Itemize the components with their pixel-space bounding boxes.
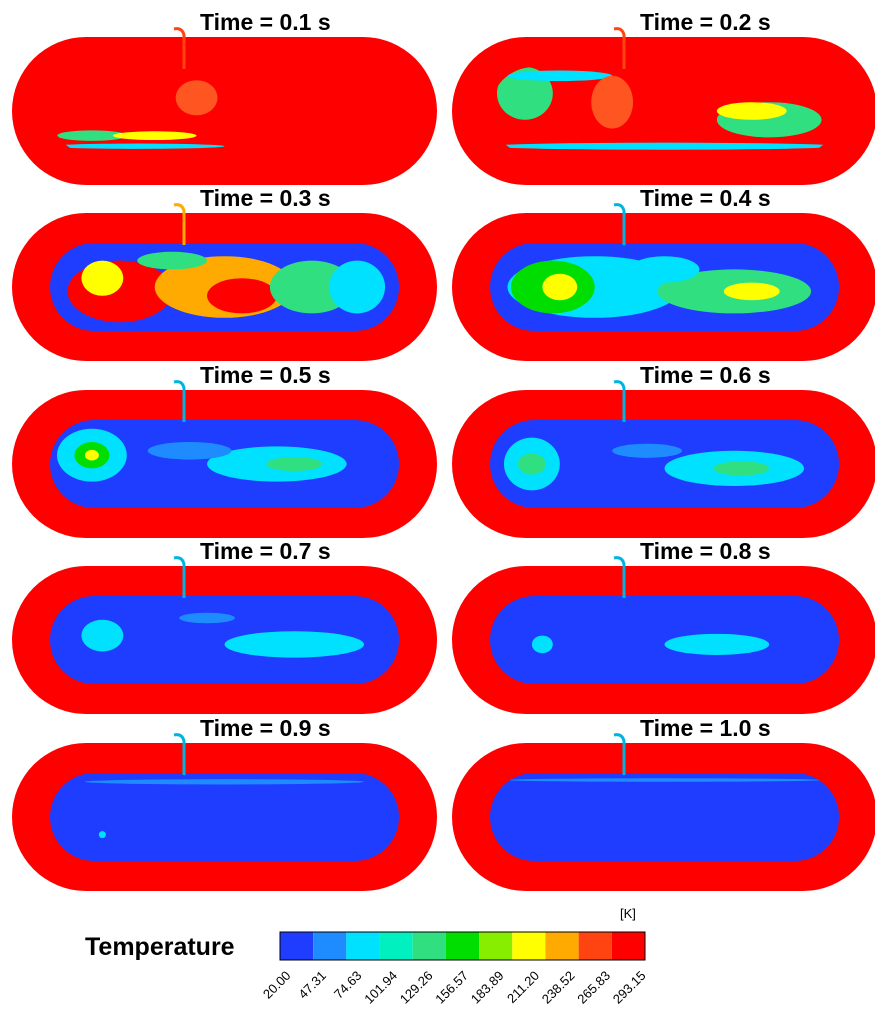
inner-field [490,420,839,508]
contour-blob [665,634,770,655]
panel: Time = 0.8 s [452,538,875,714]
colorbar-box [545,932,578,960]
panel-title: Time = 0.6 s [640,362,771,388]
panel-title: Time = 0.2 s [640,9,771,35]
colorbar-tick: 265.83 [574,968,613,1007]
panel-title: Time = 0.3 s [200,185,331,211]
contour-blob [137,252,207,270]
contour-blob [518,453,546,474]
contour-blob [507,778,821,782]
panel-title: Time = 0.5 s [200,362,331,388]
colorbar-tick: 47.31 [295,968,329,1002]
colorbar-box [446,932,479,960]
colorbar-box [479,932,512,960]
colorbar-tick: 238.52 [539,968,578,1007]
inner-field [490,773,839,861]
inner-field [50,420,399,508]
inner-field [490,67,839,155]
colorbar-box [346,932,379,960]
colorbar-tick: 20.00 [260,968,294,1002]
contour-blob [612,444,682,458]
panel: Time = 0.2 s [452,9,875,185]
panel: Time = 0.3 s [12,185,437,361]
panel-title: Time = 0.9 s [200,715,331,741]
inner-field [50,243,399,331]
colorbar-tick: 293.15 [610,968,649,1007]
contour-blob [630,256,700,282]
panel-title: Time = 0.7 s [200,538,331,564]
contour-blob [81,261,123,296]
contour-blob [81,620,123,652]
colorbar-tick: 101.94 [361,968,400,1007]
colorbar-box [512,932,545,960]
contour-blob [507,71,612,82]
inner-field [490,243,839,331]
colorbar-label: Temperature [85,933,235,961]
colorbar-box [579,932,612,960]
contour-blob [99,831,106,838]
colorbar-box [612,932,645,960]
contour-blob [50,144,225,149]
colorbar-tick: 129.26 [397,968,436,1007]
contour-blob [532,636,553,654]
panel: Time = 0.1 s [12,9,437,185]
inner-field [50,773,399,861]
contour-blob [224,631,364,657]
panel: Time = 0.9 s [12,715,437,891]
inner-fill [50,67,399,155]
panel: Time = 0.4 s [452,185,875,361]
panel-title: Time = 1.0 s [640,715,771,741]
contour-blob [724,283,780,301]
colorbar-box [413,932,446,960]
inner-field [50,67,399,155]
panel: Time = 0.7 s [12,538,437,714]
contour-blob [713,461,769,475]
contour-blob [85,779,364,784]
colorbar-box [313,932,346,960]
contour-blob [113,131,197,140]
inner-fill [50,773,399,861]
panel: Time = 0.5 s [12,362,437,538]
contour-blob [329,261,385,314]
inner-field [50,596,399,684]
colorbar-box [280,932,313,960]
figure: Temperature [K] Time = 0.1 s Time = 0.2 s… [0,0,875,1012]
contour-blob [266,457,322,471]
contour-blob [490,143,839,150]
contour-blob [207,278,277,313]
panel-title: Time = 0.8 s [640,538,771,564]
colorbar-tick: 183.89 [468,968,507,1007]
panel-title: Time = 0.1 s [200,9,331,35]
inner-field [490,596,839,684]
contour-blob [542,274,577,300]
colorbar-tick: 211.20 [504,968,542,1006]
panel-title: Time = 0.4 s [640,185,771,211]
colorbar-box [380,932,413,960]
contour-blob [148,442,232,460]
contour-blob [717,102,787,120]
inner-fill [490,773,839,861]
contour-blob [176,80,218,115]
contour-blob [179,613,235,624]
contour-blob [85,450,99,461]
contour-blob [591,76,633,129]
panel: Time = 1.0 s [452,715,875,891]
colorbar-tick: 74.63 [331,968,365,1002]
colorbar-unit: [K] [620,906,636,921]
colorbar-tick: 156.57 [432,968,471,1007]
panel: Time = 0.6 s [452,362,875,538]
